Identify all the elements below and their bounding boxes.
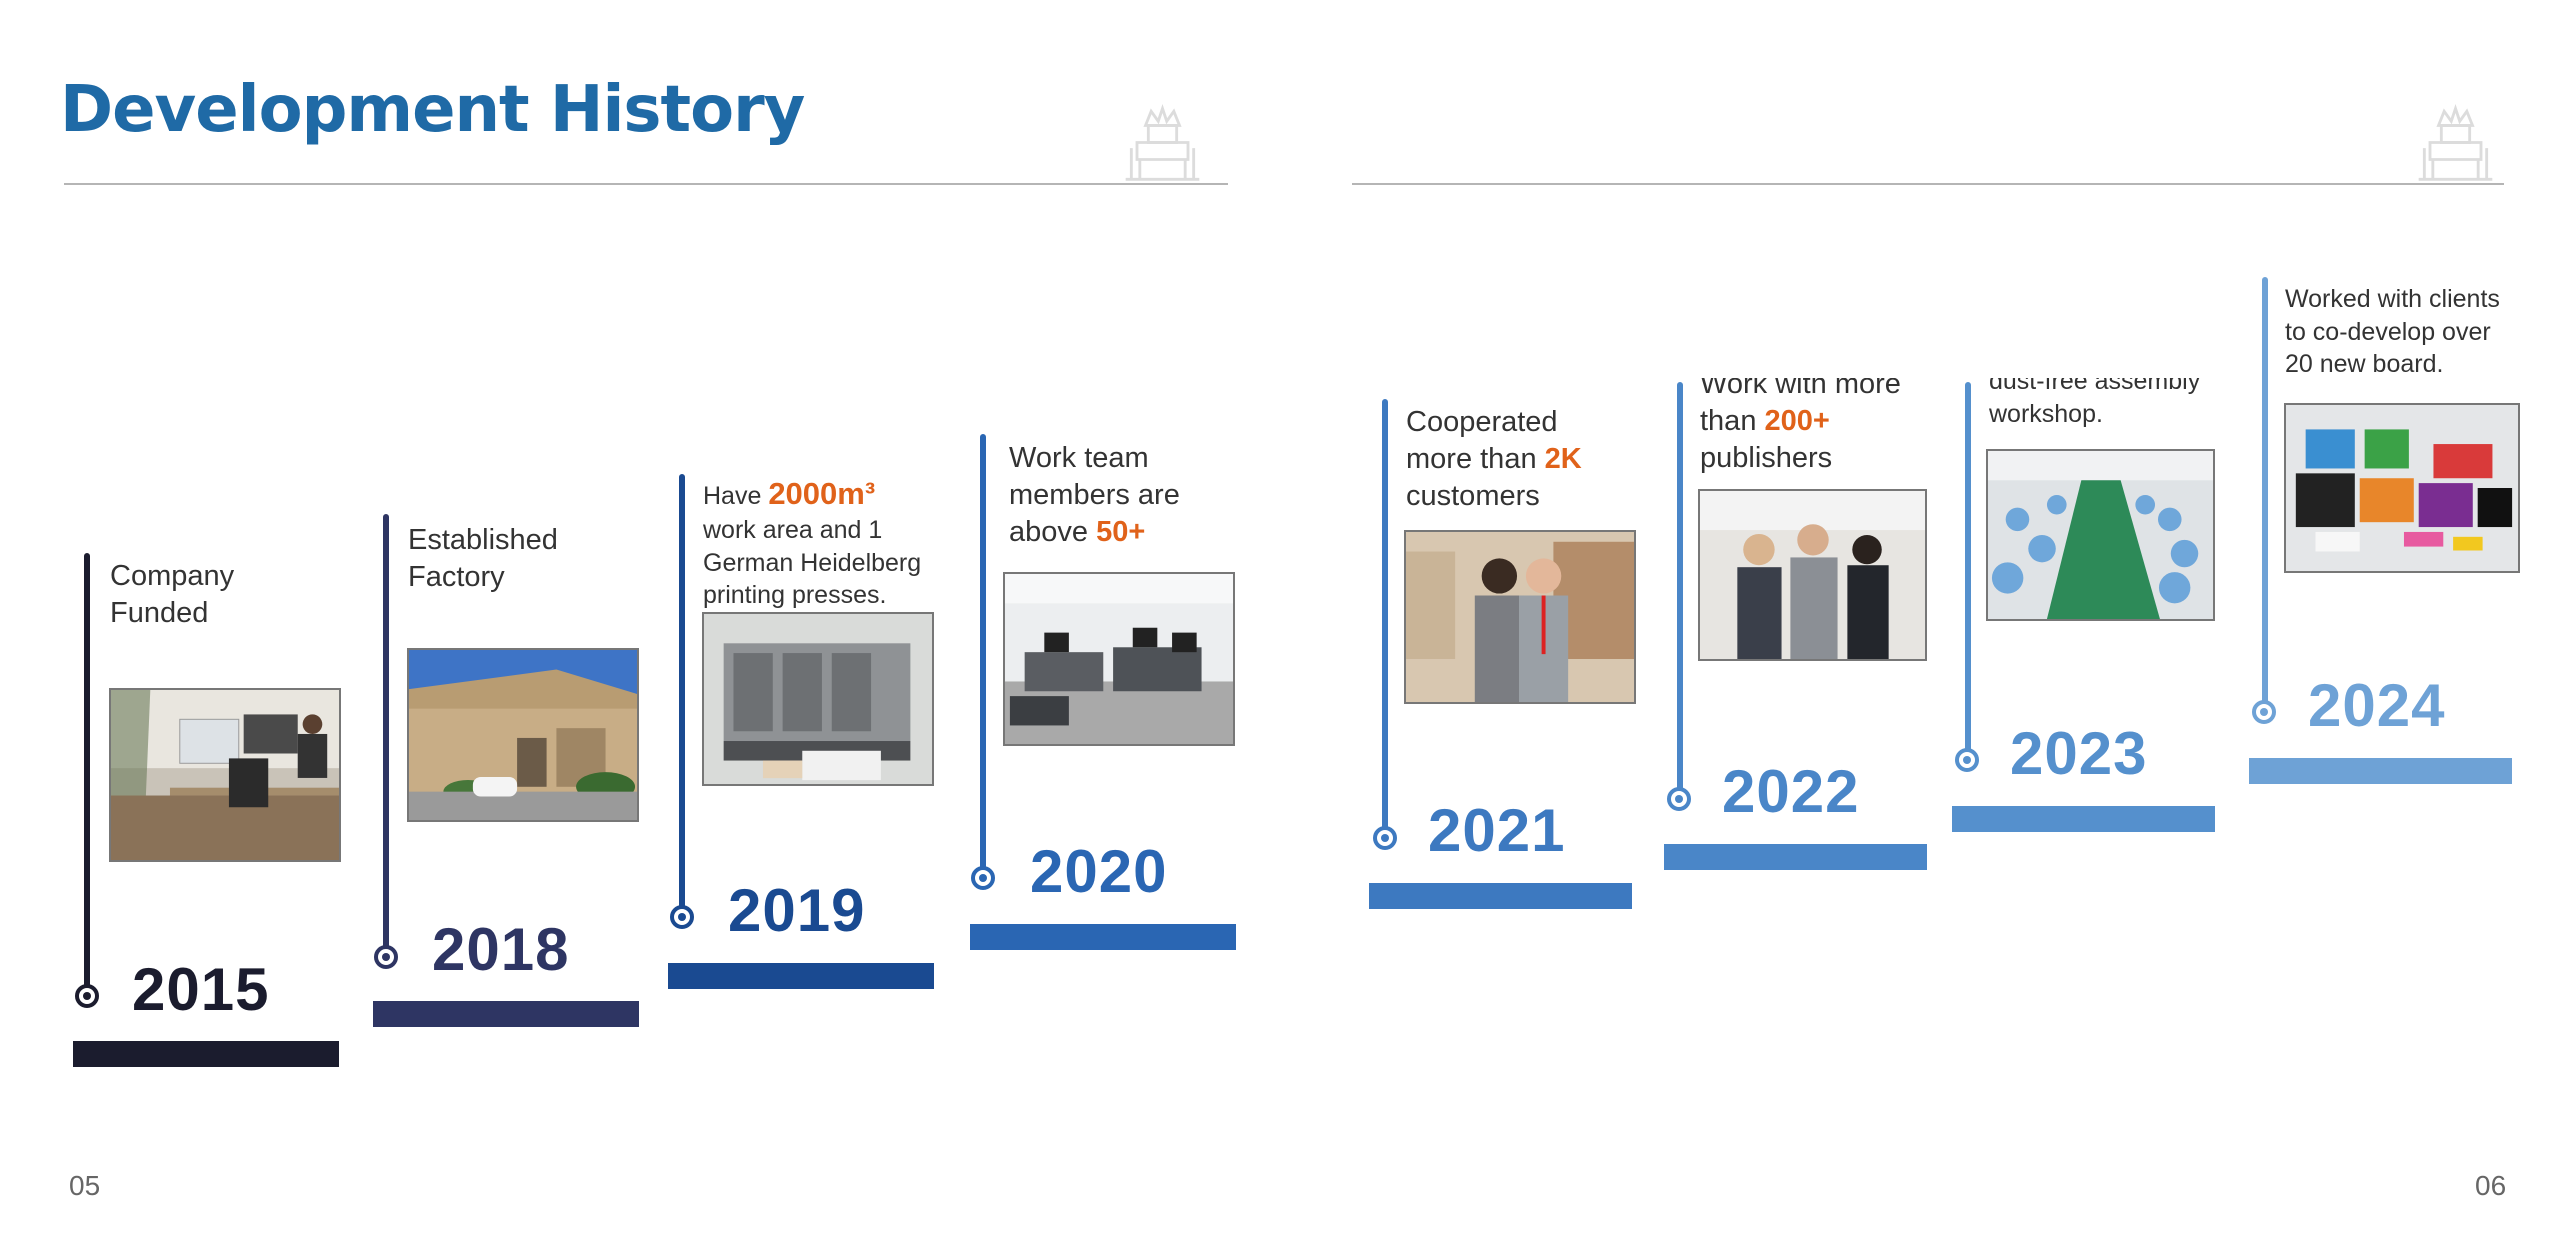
- timeline-stem: [679, 474, 685, 914]
- milestone-year: 2019: [728, 877, 866, 944]
- milestone-description: Company Funded: [110, 560, 235, 630]
- crown-chair-watermark-icon: [1125, 104, 1200, 181]
- milestone-year: 2021: [1428, 797, 1566, 864]
- office-workspace-photo: [109, 688, 341, 862]
- milestone-bar: [373, 1001, 639, 1027]
- timeline-dot-icon: [374, 945, 398, 969]
- milestone-bar: [668, 963, 934, 989]
- timeline-dot-icon: [2252, 700, 2276, 724]
- factory-building-photo: [407, 648, 639, 822]
- milestone-bar: [2249, 758, 2512, 784]
- timeline-stem: [980, 434, 986, 874]
- timeline-stem: [84, 553, 90, 991]
- timeline-stem: [1382, 399, 1388, 839]
- milestone-description: Established Factory: [408, 524, 558, 594]
- timeline-stem: [2262, 277, 2268, 711]
- customers-meeting-photo: [1404, 530, 1636, 704]
- milestone-year: 2018: [432, 916, 570, 983]
- left-header-rule: [64, 183, 1228, 185]
- timeline-dot-icon: [971, 866, 995, 890]
- milestone-description: Cooperated more than 2K customers: [1406, 406, 1582, 513]
- assembly-workshop-photo: [1986, 449, 2215, 621]
- milestone-description: Worked with clients to co-develop over 2…: [2285, 285, 2500, 378]
- milestone-description: Work team members are above 50+: [1009, 442, 1180, 549]
- timeline-stem: [1965, 382, 1971, 760]
- printing-press-photo: [702, 612, 934, 786]
- milestone-bar: [73, 1041, 339, 1067]
- milestone-bar: [1664, 844, 1927, 870]
- timeline-stem: [383, 514, 389, 954]
- crown-chair-watermark-icon: [2418, 104, 2493, 181]
- timeline-stem: [1677, 382, 1683, 798]
- milestone-bar: [1952, 806, 2215, 832]
- page-number-left: 05: [69, 1170, 101, 1201]
- team-office-photo: [1003, 572, 1235, 746]
- milestone-year: 2022: [1722, 758, 1860, 825]
- milestone-year: 2024: [2308, 672, 2446, 739]
- milestone-bar: [970, 924, 1236, 950]
- timeline-dot-icon: [1667, 787, 1691, 811]
- milestone-description: Have 2000m³ work area and 1 German Heide…: [703, 476, 922, 610]
- milestone-year: 2020: [1030, 838, 1168, 905]
- crop-mask: [1680, 330, 2250, 378]
- milestone-year: 2015: [132, 956, 270, 1023]
- right-header-rule: [1352, 183, 2504, 185]
- timeline-dot-icon: [1373, 826, 1397, 850]
- publishers-group-photo: [1698, 489, 1927, 661]
- board-games-photo: [2284, 403, 2520, 573]
- page-title: Development History: [60, 73, 805, 147]
- timeline-dot-icon: [670, 905, 694, 929]
- milestone-year: 2023: [2010, 720, 2148, 787]
- page-number-right: 06: [2475, 1170, 2507, 1201]
- timeline-dot-icon: [75, 984, 99, 1008]
- milestone-description: Work with more than 200+ publishers: [1700, 368, 1901, 475]
- timeline-dot-icon: [1955, 748, 1979, 772]
- milestone-bar: [1369, 883, 1632, 909]
